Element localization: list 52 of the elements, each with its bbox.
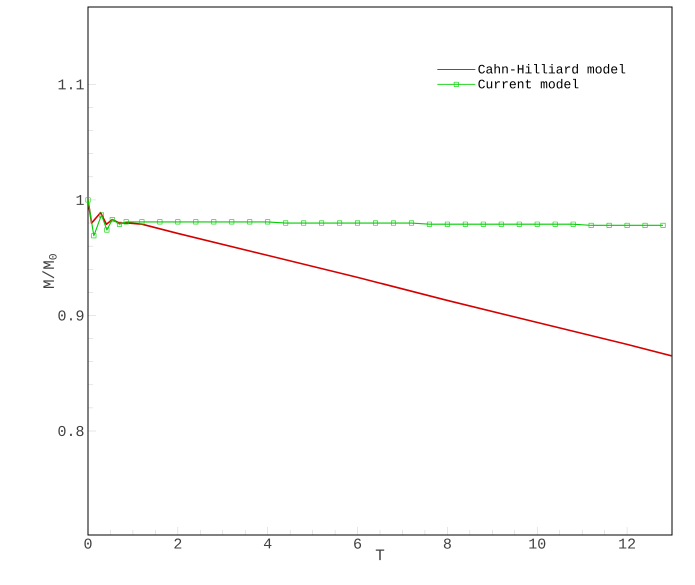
point [104,227,110,232]
point [139,219,144,224]
point [480,222,486,227]
x-tick-label: 8 [444,538,451,549]
point [301,220,306,226]
point [229,219,234,224]
point [498,222,504,227]
point [247,219,252,224]
point [462,222,468,227]
y-tick-label: 1 [76,195,84,205]
point [91,233,96,238]
point [124,219,129,224]
point [86,197,90,202]
point [373,220,378,226]
point [588,222,594,228]
point [175,219,180,224]
point [624,222,630,228]
legend-label: Current model [478,78,578,88]
y-tick-label: 1.1 [58,79,84,90]
y-axis-title: M/M$_{0}$ [42,254,57,288]
point [98,212,104,218]
point [660,222,666,228]
point [211,219,216,224]
point [570,222,576,227]
x-tick-label: 4 [264,538,272,548]
point [116,222,122,227]
point [516,222,522,227]
x-tick-label: 12 [619,538,636,549]
point [606,222,612,228]
point [337,220,342,226]
point [552,222,558,227]
x-tick-label: 0 [84,538,92,549]
x-tick-label: 10 [529,538,546,549]
legend-label: Cahn-Hilliard model [478,64,626,74]
point [444,222,450,227]
point [390,220,396,226]
x-axis-title: T [376,550,384,560]
point [283,220,288,226]
point [157,219,162,224]
point [355,220,360,226]
point [110,217,115,222]
x-tick-label: 6 [354,538,362,549]
point [642,222,648,228]
point [319,220,324,226]
x-tick-label: 2 [174,538,182,549]
point [426,222,432,227]
point [265,219,270,224]
point [408,220,414,226]
y-tick-label: 0.9 [58,310,84,321]
point [193,219,198,224]
point [534,222,540,227]
y-tick-label: 0.8 [58,426,84,436]
